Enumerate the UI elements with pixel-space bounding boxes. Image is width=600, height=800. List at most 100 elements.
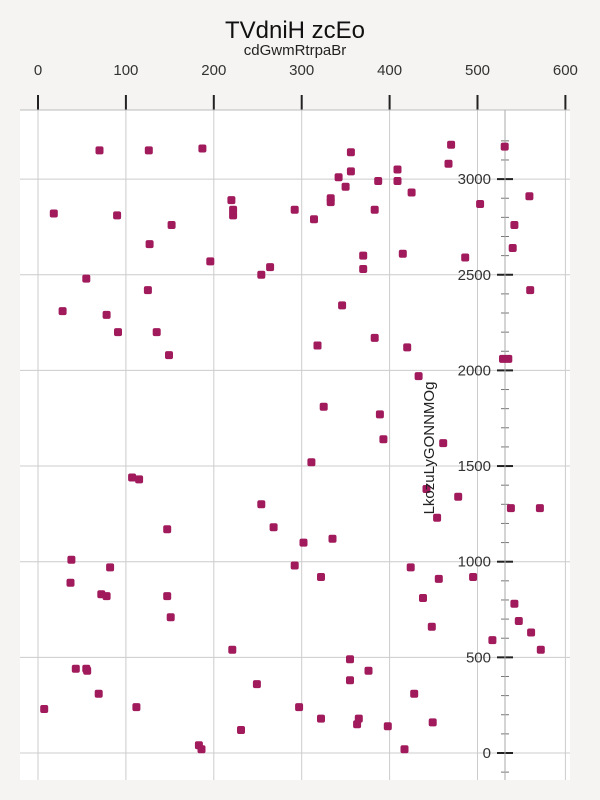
data-point xyxy=(346,676,354,685)
data-point xyxy=(525,192,534,201)
data-point xyxy=(353,720,362,729)
x-tick-label: 500 xyxy=(465,62,490,79)
data-point xyxy=(428,718,437,727)
data-point xyxy=(439,439,448,448)
data-point xyxy=(229,211,238,220)
data-point xyxy=(313,341,322,350)
data-point xyxy=(299,538,308,547)
data-point xyxy=(295,703,304,712)
data-point xyxy=(393,177,402,185)
data-point xyxy=(71,664,80,673)
data-point xyxy=(500,142,509,151)
data-point xyxy=(403,343,412,352)
data-point xyxy=(364,666,373,675)
data-point xyxy=(536,645,545,654)
data-point xyxy=(58,307,67,316)
data-point xyxy=(106,563,115,572)
data-points xyxy=(40,140,545,754)
data-point xyxy=(434,574,443,583)
data-point xyxy=(67,555,76,564)
data-point xyxy=(102,592,111,601)
y-tick-label: 2500 xyxy=(458,267,491,284)
data-point xyxy=(526,286,535,295)
data-point xyxy=(152,328,161,337)
y-tick-label: 0 xyxy=(483,745,491,762)
data-point xyxy=(400,745,409,754)
data-point xyxy=(166,613,175,622)
data-point xyxy=(359,251,368,260)
data-point xyxy=(83,666,92,675)
data-point xyxy=(514,617,523,625)
data-point xyxy=(143,286,152,295)
data-point xyxy=(95,146,104,155)
x-tick-label: 600 xyxy=(553,62,578,79)
data-point xyxy=(290,561,299,570)
data-point xyxy=(398,249,407,258)
y-tick-label: 2000 xyxy=(458,362,491,379)
data-point xyxy=(374,177,383,185)
data-point xyxy=(359,265,368,273)
data-point xyxy=(370,205,379,214)
data-point xyxy=(266,263,275,272)
data-point xyxy=(510,221,519,229)
x-tick-label: 400 xyxy=(377,62,402,79)
x-tick-label: 100 xyxy=(113,62,138,79)
data-point xyxy=(341,182,350,191)
data-point xyxy=(227,196,236,205)
data-point xyxy=(102,310,111,319)
data-point xyxy=(132,703,141,712)
data-point xyxy=(128,473,137,482)
data-point xyxy=(346,655,354,664)
y-axis-label: LkozuLyGONNMOg xyxy=(421,382,438,515)
data-point xyxy=(338,301,347,310)
chart-subtitle: cdGwmRtrpaBr xyxy=(244,42,347,59)
data-point xyxy=(334,173,343,182)
data-point xyxy=(82,274,91,283)
data-point xyxy=(144,146,153,155)
y-tick-label: 3000 xyxy=(458,171,491,188)
data-point xyxy=(228,645,237,654)
data-point xyxy=(326,198,335,207)
data-point xyxy=(414,372,423,381)
data-point xyxy=(506,504,515,513)
data-point xyxy=(447,140,456,149)
data-point xyxy=(406,563,415,572)
data-point xyxy=(307,458,316,467)
axes: 0 100 200 300 400 500 600 0 500 1000 1500 2000 2500 3… xyxy=(20,62,578,780)
data-point xyxy=(237,726,245,734)
data-point xyxy=(317,573,325,581)
data-point xyxy=(427,622,436,631)
plot-background xyxy=(20,110,570,780)
data-point xyxy=(257,270,266,279)
data-point xyxy=(508,244,517,252)
data-point xyxy=(410,689,419,698)
data-point xyxy=(163,592,172,601)
data-point xyxy=(317,714,325,723)
data-point xyxy=(535,504,544,513)
data-point xyxy=(163,525,172,534)
data-point xyxy=(499,354,507,363)
data-point xyxy=(167,221,176,229)
data-point xyxy=(197,745,206,754)
data-point xyxy=(113,211,122,220)
data-point xyxy=(49,209,58,218)
data-point xyxy=(269,523,278,532)
data-point xyxy=(433,513,442,522)
data-point xyxy=(375,410,384,419)
x-tick-label: 300 xyxy=(289,62,314,79)
y-tick-label: 1000 xyxy=(458,554,491,571)
y-tick-label: 500 xyxy=(466,649,491,666)
data-point xyxy=(319,402,328,411)
data-point xyxy=(469,573,478,581)
chart-title: TVdniH zcEo xyxy=(225,17,365,44)
data-point xyxy=(198,144,207,153)
data-point xyxy=(165,351,173,360)
data-point xyxy=(444,159,453,168)
data-point xyxy=(461,253,470,262)
data-point xyxy=(422,485,431,493)
data-point xyxy=(145,240,154,249)
data-point xyxy=(346,148,355,157)
data-point xyxy=(94,689,103,698)
